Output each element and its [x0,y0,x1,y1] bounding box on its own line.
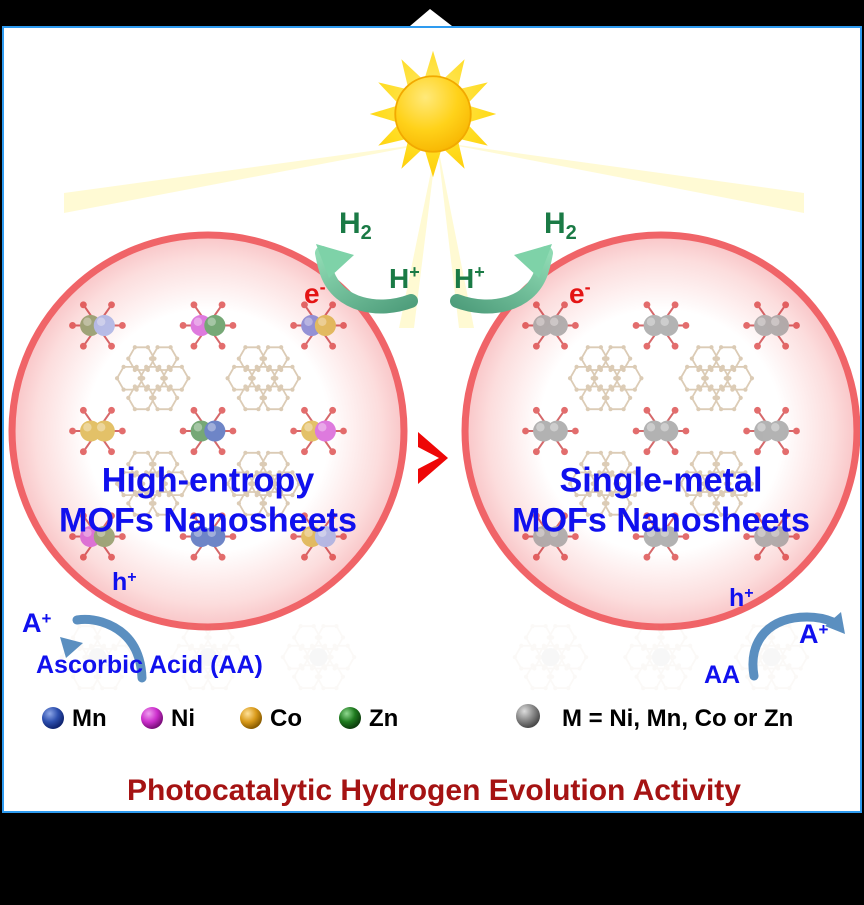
svg-text:A+: A+ [799,619,829,649]
svg-text:A+: A+ [22,608,52,638]
svg-text:h+: h+ [112,568,137,596]
svg-text:h+: h+ [729,584,754,612]
svg-text:Ascorbic Acid (AA): Ascorbic Acid (AA) [36,651,263,679]
svg-text:AA: AA [704,661,740,689]
